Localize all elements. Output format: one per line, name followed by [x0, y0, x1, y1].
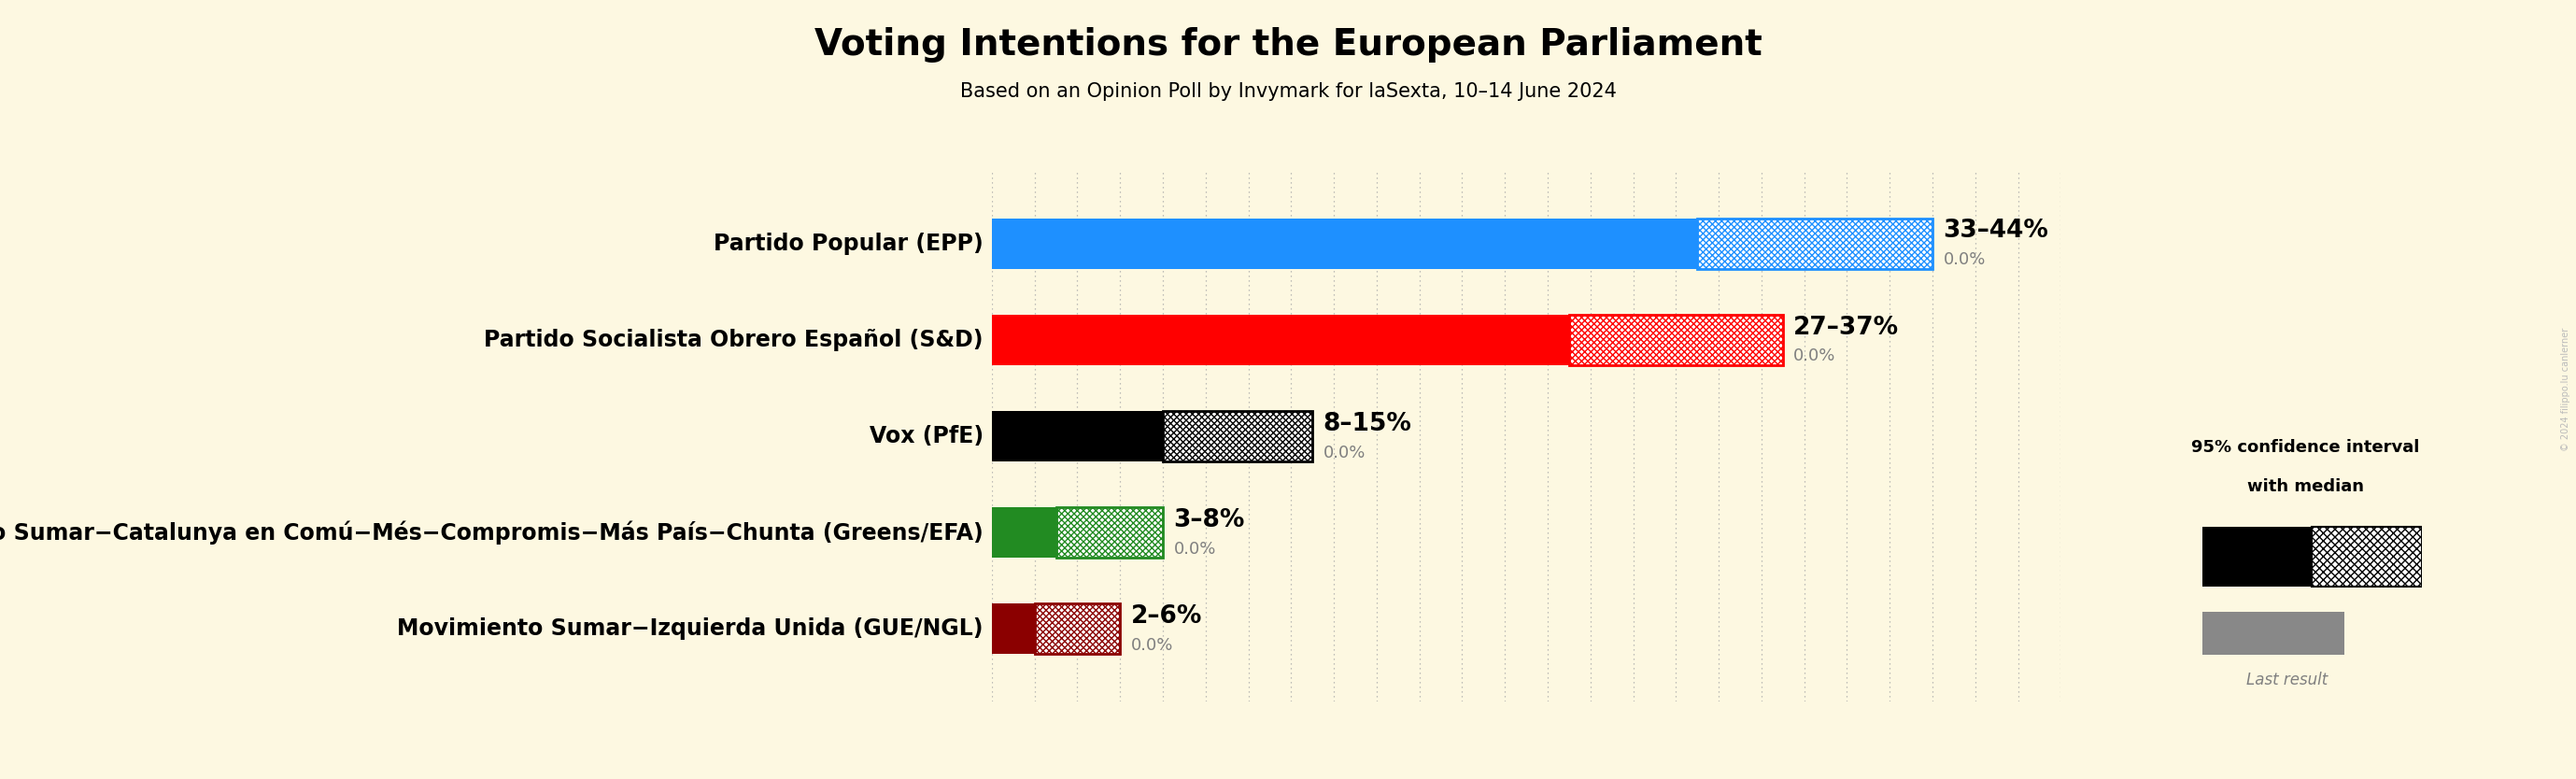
Text: 0.0%: 0.0%: [1942, 252, 1986, 269]
Bar: [1036, 604, 1121, 654]
Bar: [1569, 315, 1783, 365]
Text: Partido Popular (EPP): Partido Popular (EPP): [714, 232, 984, 255]
Bar: [992, 411, 1162, 461]
Text: 0.0%: 0.0%: [1131, 636, 1172, 654]
Bar: [1162, 411, 1314, 461]
Text: 95% confidence interval: 95% confidence interval: [2192, 439, 2419, 456]
Text: Last result: Last result: [2246, 671, 2329, 689]
Text: 33–44%: 33–44%: [1942, 219, 2048, 243]
Bar: [992, 315, 1569, 365]
Bar: [2313, 527, 2421, 587]
Text: Movimiento Sumar−Izquierda Unida (GUE/NGL): Movimiento Sumar−Izquierda Unida (GUE/NG…: [397, 618, 984, 640]
Text: Voting Intentions for the European Parliament: Voting Intentions for the European Parli…: [814, 27, 1762, 63]
Text: 8–15%: 8–15%: [1324, 411, 1412, 436]
Text: 0.0%: 0.0%: [1793, 348, 1837, 365]
Bar: [2202, 612, 2344, 654]
Bar: [992, 507, 1056, 558]
Text: 0.0%: 0.0%: [1324, 444, 1365, 461]
Text: 27–37%: 27–37%: [1793, 315, 1899, 340]
Bar: [992, 604, 1036, 654]
Text: Partido Socialista Obrero Español (S&D): Partido Socialista Obrero Español (S&D): [484, 329, 984, 351]
Text: Movimiento Sumar−Catalunya en Comú−Més−Compromis−Más País−Chunta (Greens/EFA): Movimiento Sumar−Catalunya en Comú−Més−C…: [0, 520, 984, 545]
Text: Vox (PfE): Vox (PfE): [868, 425, 984, 447]
Text: 3–8%: 3–8%: [1175, 508, 1244, 532]
Text: 2–6%: 2–6%: [1131, 605, 1203, 629]
Bar: [1056, 507, 1162, 558]
Bar: [1698, 219, 1932, 269]
Bar: [992, 219, 1698, 269]
Text: with median: with median: [2246, 478, 2365, 495]
Text: 0.0%: 0.0%: [1175, 541, 1216, 557]
Text: © 2024 filippo.lu canlerner: © 2024 filippo.lu canlerner: [2561, 328, 2571, 451]
Text: Based on an Opinion Poll by Invymark for laSexta, 10–14 June 2024: Based on an Opinion Poll by Invymark for…: [961, 82, 1615, 100]
Bar: [2202, 527, 2313, 587]
